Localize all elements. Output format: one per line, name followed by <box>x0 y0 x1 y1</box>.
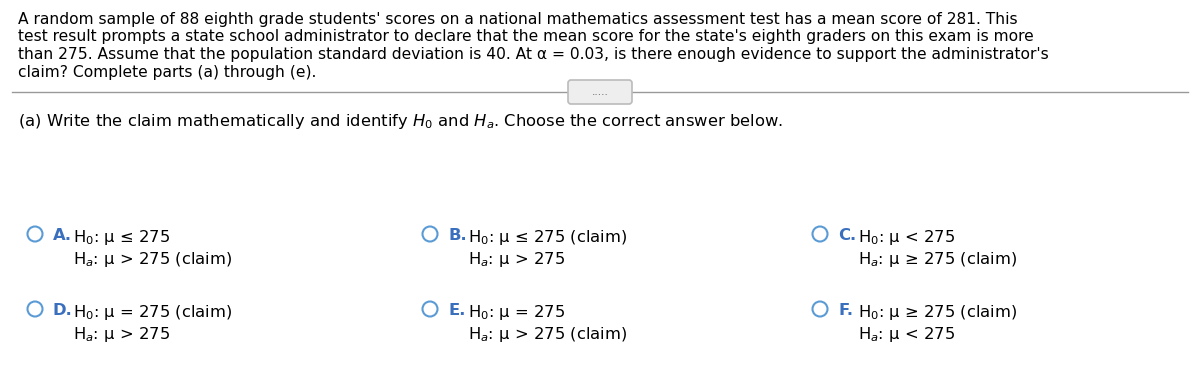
Text: D.: D. <box>53 303 73 318</box>
Text: A.: A. <box>53 228 72 243</box>
Text: H$_0$: μ ≤ 275 (claim): H$_0$: μ ≤ 275 (claim) <box>468 228 628 247</box>
Text: H$_0$: μ < 275: H$_0$: μ < 275 <box>858 228 955 247</box>
Text: H$_0$: μ ≤ 275: H$_0$: μ ≤ 275 <box>73 228 170 247</box>
Text: H$_a$: μ < 275: H$_a$: μ < 275 <box>858 325 955 344</box>
Text: claim? Complete parts (a) through (e).: claim? Complete parts (a) through (e). <box>18 65 317 80</box>
Text: B.: B. <box>448 228 467 243</box>
Text: H$_a$: μ > 275: H$_a$: μ > 275 <box>468 250 565 269</box>
Text: A random sample of 88 eighth grade students' scores on a national mathematics as: A random sample of 88 eighth grade stude… <box>18 12 1018 27</box>
Text: test result prompts a state school administrator to declare that the mean score : test result prompts a state school admin… <box>18 29 1033 44</box>
Text: H$_0$: μ = 275 (claim): H$_0$: μ = 275 (claim) <box>73 303 233 322</box>
Text: C.: C. <box>838 228 856 243</box>
Text: H$_0$: μ = 275: H$_0$: μ = 275 <box>468 303 565 322</box>
Text: (a) Write the claim mathematically and identify $H_0$ and $H_a$. Choose the corr: (a) Write the claim mathematically and i… <box>18 112 782 131</box>
FancyBboxPatch shape <box>568 80 632 104</box>
Text: .....: ..... <box>592 87 608 97</box>
Text: H$_a$: μ ≥ 275 (claim): H$_a$: μ ≥ 275 (claim) <box>858 250 1018 269</box>
Text: H$_0$: μ ≥ 275 (claim): H$_0$: μ ≥ 275 (claim) <box>858 303 1018 322</box>
Text: E.: E. <box>448 303 466 318</box>
Text: F.: F. <box>838 303 853 318</box>
Text: H$_a$: μ > 275 (claim): H$_a$: μ > 275 (claim) <box>73 250 232 269</box>
Text: than 275. Assume that the population standard deviation is 40. At α = 0.03, is t: than 275. Assume that the population sta… <box>18 47 1049 62</box>
Text: H$_a$: μ > 275: H$_a$: μ > 275 <box>73 325 170 344</box>
Text: H$_a$: μ > 275 (claim): H$_a$: μ > 275 (claim) <box>468 325 628 344</box>
